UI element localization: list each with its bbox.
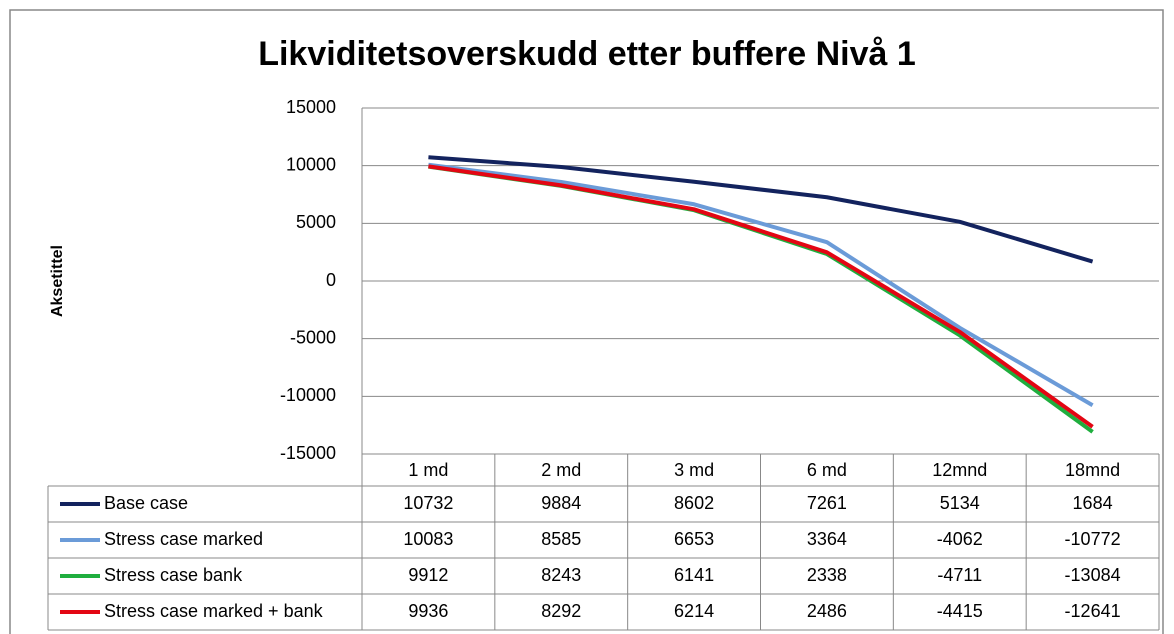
y-tick-label: 15000 [286,97,336,117]
table-value: 7261 [807,493,847,513]
table-value: 8585 [541,529,581,549]
table-value: 6653 [674,529,714,549]
y-axis-title: Aksetittel [49,245,66,317]
y-tick-label: -10000 [280,385,336,405]
x-tick-label: 3 md [674,460,714,480]
table-value: 8602 [674,493,714,513]
table-value: 10732 [403,493,453,513]
x-tick-label: 18mnd [1065,460,1120,480]
y-tick-label: 10000 [286,154,336,174]
legend-label: Base case [104,493,188,513]
y-tick-label: 0 [326,270,336,290]
table-value: 5134 [940,493,980,513]
table-value: -4711 [937,565,982,585]
legend-label: Stress case bank [104,565,243,585]
series-line [428,164,1094,429]
series-line [428,162,1094,407]
table-value: 9912 [408,565,448,585]
table-value: -4062 [937,529,983,549]
x-tick-label: 12mnd [932,460,987,480]
x-tick-label: 1 md [408,460,448,480]
table-value: -13084 [1065,565,1121,585]
x-tick-label: 2 md [541,460,581,480]
table-value: 6214 [674,601,714,621]
table-value: 10083 [403,529,453,549]
table-value: 2338 [807,565,847,585]
x-tick-label: 6 md [807,460,847,480]
table-value: 3364 [807,529,847,549]
table-value: 9884 [541,493,581,513]
legend-label: Stress case marked [104,529,263,549]
series-line [428,155,1094,264]
chart-border [9,9,1164,634]
y-tick-label: -15000 [280,443,336,463]
y-tick-label: -5000 [290,327,336,347]
table-value: 2486 [807,601,847,621]
table-value: 6141 [674,565,714,585]
table-value: 1684 [1073,493,1113,513]
table-value: 9936 [408,601,448,621]
y-tick-label: 5000 [296,212,336,232]
legend-label: Stress case marked + bank [104,601,324,621]
table-value: -12641 [1065,601,1121,621]
table-value: -10772 [1065,529,1121,549]
table-value: -4415 [937,601,983,621]
table-value: 8243 [541,565,581,585]
chart-title: Likviditetsoverskudd etter buffere Nivå … [258,35,916,73]
table-value: 8292 [541,601,581,621]
